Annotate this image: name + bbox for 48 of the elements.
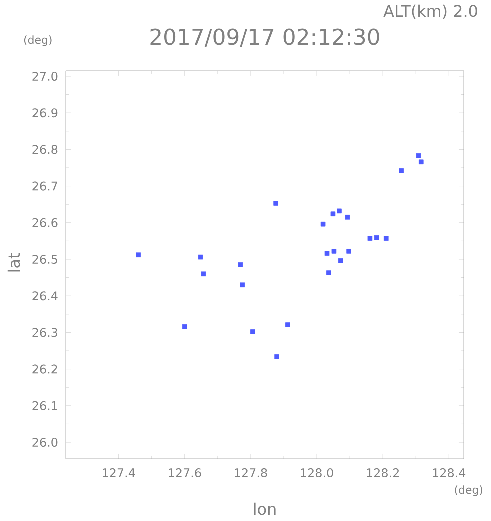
chart-title: 2017/09/17 02:12:30 [150,28,380,48]
point [338,258,344,264]
y-tick-label: 26.4 [32,292,58,301]
x-tick-label: 128.2 [367,468,399,478]
point [240,282,246,288]
text: (deg) [455,486,483,496]
y-tick-label: 26.8 [32,145,58,154]
x-tick-label: 128.0 [301,468,334,478]
point [274,201,278,206]
point [345,215,350,220]
y-tick-label: 26.2 [32,364,58,374]
point [182,324,188,330]
y-tick-label: 26.6 [32,218,58,228]
point [346,249,352,254]
point [384,236,389,242]
point [250,330,256,334]
y-tick-label: 26.0 [32,438,58,448]
x-tick-label: 128.4 [433,468,466,478]
point [337,208,342,214]
point [198,254,204,260]
x-axis-title: lon [254,502,276,516]
point [399,168,404,174]
y-tick-label: 26.1 [32,401,58,410]
x-tick-label: 127.4 [103,468,136,478]
text: (deg) [24,36,52,46]
point [286,322,290,328]
point [274,354,280,360]
y-tick-label: 27.0 [32,72,58,82]
y-axis-title: lat [8,253,20,272]
x-tick-label: 127.8 [235,468,268,478]
point [238,262,244,268]
point [418,160,424,165]
point [368,236,373,242]
y-tick-label: 26.5 [32,254,58,264]
y-tick-label: 26.7 [32,182,58,191]
chart-subtitle: ALT(km) 2.0 [384,4,478,20]
point [201,272,206,277]
y-tick-label: 26.9 [32,108,58,118]
point [332,249,337,254]
point [330,212,336,217]
point [416,154,422,158]
point [324,251,330,256]
y-tick-label: 26.3 [32,328,58,338]
point [320,222,326,227]
point [326,270,332,276]
point [136,252,142,258]
x-tick-label: 127.6 [169,468,202,478]
point [374,236,380,240]
